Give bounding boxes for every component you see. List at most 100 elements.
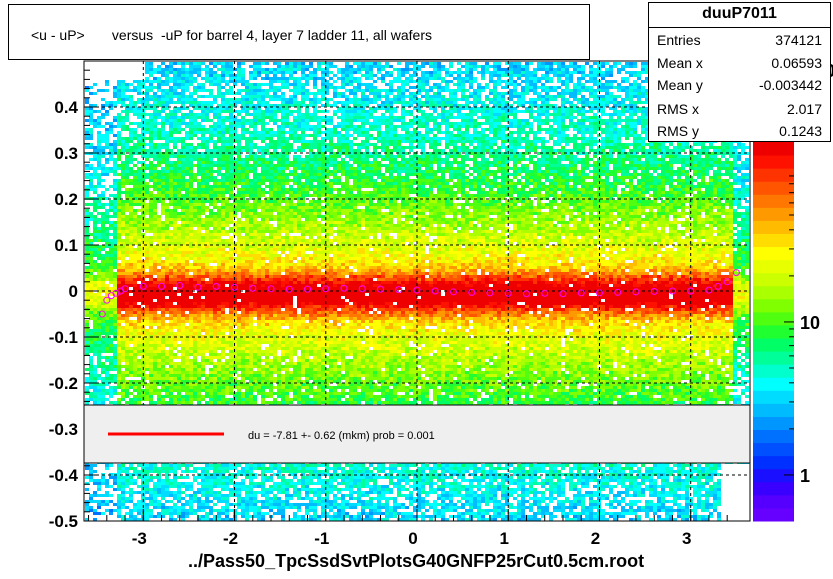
heatmap-cell [149, 503, 153, 506]
heatmap-cell [233, 167, 237, 170]
heatmap-cell [213, 284, 217, 287]
heatmap-cell [145, 386, 149, 389]
heatmap-cell [181, 119, 185, 122]
heatmap-cell [209, 317, 213, 320]
heatmap-cell [133, 314, 137, 317]
heatmap-cell [169, 248, 173, 251]
heatmap-cell [177, 332, 181, 335]
heatmap-cell [161, 116, 165, 119]
heatmap-cell [121, 128, 125, 131]
heatmap-cell [225, 272, 229, 275]
heatmap-cell [117, 254, 121, 257]
heatmap-cell [201, 248, 205, 251]
heatmap-cell [145, 272, 149, 275]
heatmap-cell [169, 65, 173, 68]
heatmap-cell [117, 134, 121, 137]
heatmap-cell [205, 188, 209, 191]
heatmap-cell [201, 350, 205, 353]
heatmap-cell [137, 113, 141, 116]
heatmap-cell [117, 275, 121, 278]
heatmap-cell [149, 83, 153, 86]
heatmap-cell [145, 467, 149, 470]
heatmap-cell [173, 467, 177, 470]
heatmap-cell [101, 155, 105, 158]
heatmap-cell [241, 275, 245, 278]
heatmap-cell [129, 161, 133, 164]
heatmap-cell [169, 380, 173, 383]
heatmap-cell [169, 257, 173, 260]
heatmap-cell [205, 479, 209, 482]
heatmap-cell [129, 473, 133, 476]
heatmap-cell [173, 191, 177, 194]
heatmap-cell [93, 482, 97, 485]
heatmap-cell [117, 383, 121, 386]
heatmap-cell [197, 305, 201, 308]
heatmap-cell [137, 317, 141, 320]
heatmap-cell [101, 512, 105, 515]
heatmap-cell [133, 359, 137, 362]
heatmap-cell [149, 146, 153, 149]
heatmap-cell [137, 398, 141, 401]
heatmap-cell [177, 245, 181, 248]
heatmap-cell [157, 158, 161, 161]
heatmap-cell [229, 341, 233, 344]
heatmap-cell [129, 467, 133, 470]
heatmap-cell [193, 65, 197, 68]
heatmap-cell [169, 119, 173, 122]
heatmap-cell [201, 113, 205, 116]
heatmap-cell [165, 353, 169, 356]
heatmap-cell [173, 344, 177, 347]
heatmap-cell [201, 236, 205, 239]
heatmap-cell [101, 482, 105, 485]
heatmap-cell [141, 371, 145, 374]
heatmap-cell [121, 101, 125, 104]
heatmap-cell [229, 185, 233, 188]
heatmap-cell [197, 224, 201, 227]
heatmap-cell [125, 323, 129, 326]
heatmap-cell [145, 194, 149, 197]
heatmap-cell [153, 476, 157, 479]
heatmap-cell [193, 179, 197, 182]
heatmap-cell [105, 380, 109, 383]
heatmap-cell [137, 116, 141, 119]
heatmap-cell [157, 227, 161, 230]
heatmap-cell [85, 287, 89, 290]
heatmap-cell [213, 152, 217, 155]
heatmap-cell [173, 164, 177, 167]
heatmap-cell [229, 89, 233, 92]
heatmap-cell [129, 233, 133, 236]
heatmap-cell [165, 476, 169, 479]
heatmap-cell [169, 254, 173, 257]
heatmap-cell [213, 374, 217, 377]
heatmap-cell [153, 347, 157, 350]
heatmap-cell [209, 467, 213, 470]
heatmap-cell [101, 371, 105, 374]
heatmap-cell [121, 272, 125, 275]
heatmap-cell [217, 362, 221, 365]
heatmap-cell [153, 134, 157, 137]
heatmap-cell [121, 98, 125, 101]
heatmap-cell [113, 185, 117, 188]
heatmap-cell [209, 188, 213, 191]
heatmap-cell [205, 209, 209, 212]
heatmap-cell [185, 254, 189, 257]
heatmap-cell [241, 365, 245, 368]
heatmap-cell [165, 260, 169, 263]
heatmap-cell [149, 326, 153, 329]
heatmap-cell [101, 218, 105, 221]
heatmap-cell [137, 287, 141, 290]
heatmap-cell [89, 86, 93, 89]
heatmap-cell [169, 251, 173, 254]
heatmap-cell [173, 95, 177, 98]
heatmap-cell [101, 269, 105, 272]
heatmap-cell [85, 260, 89, 263]
heatmap-cell [189, 464, 193, 467]
heatmap-cell [125, 221, 129, 224]
heatmap-cell [201, 356, 205, 359]
heatmap-cell [237, 347, 241, 350]
heatmap-cell [109, 386, 113, 389]
heatmap-cell [209, 80, 213, 83]
heatmap-cell [129, 122, 133, 125]
heatmap-cell [121, 488, 125, 491]
heatmap-cell [189, 266, 193, 269]
